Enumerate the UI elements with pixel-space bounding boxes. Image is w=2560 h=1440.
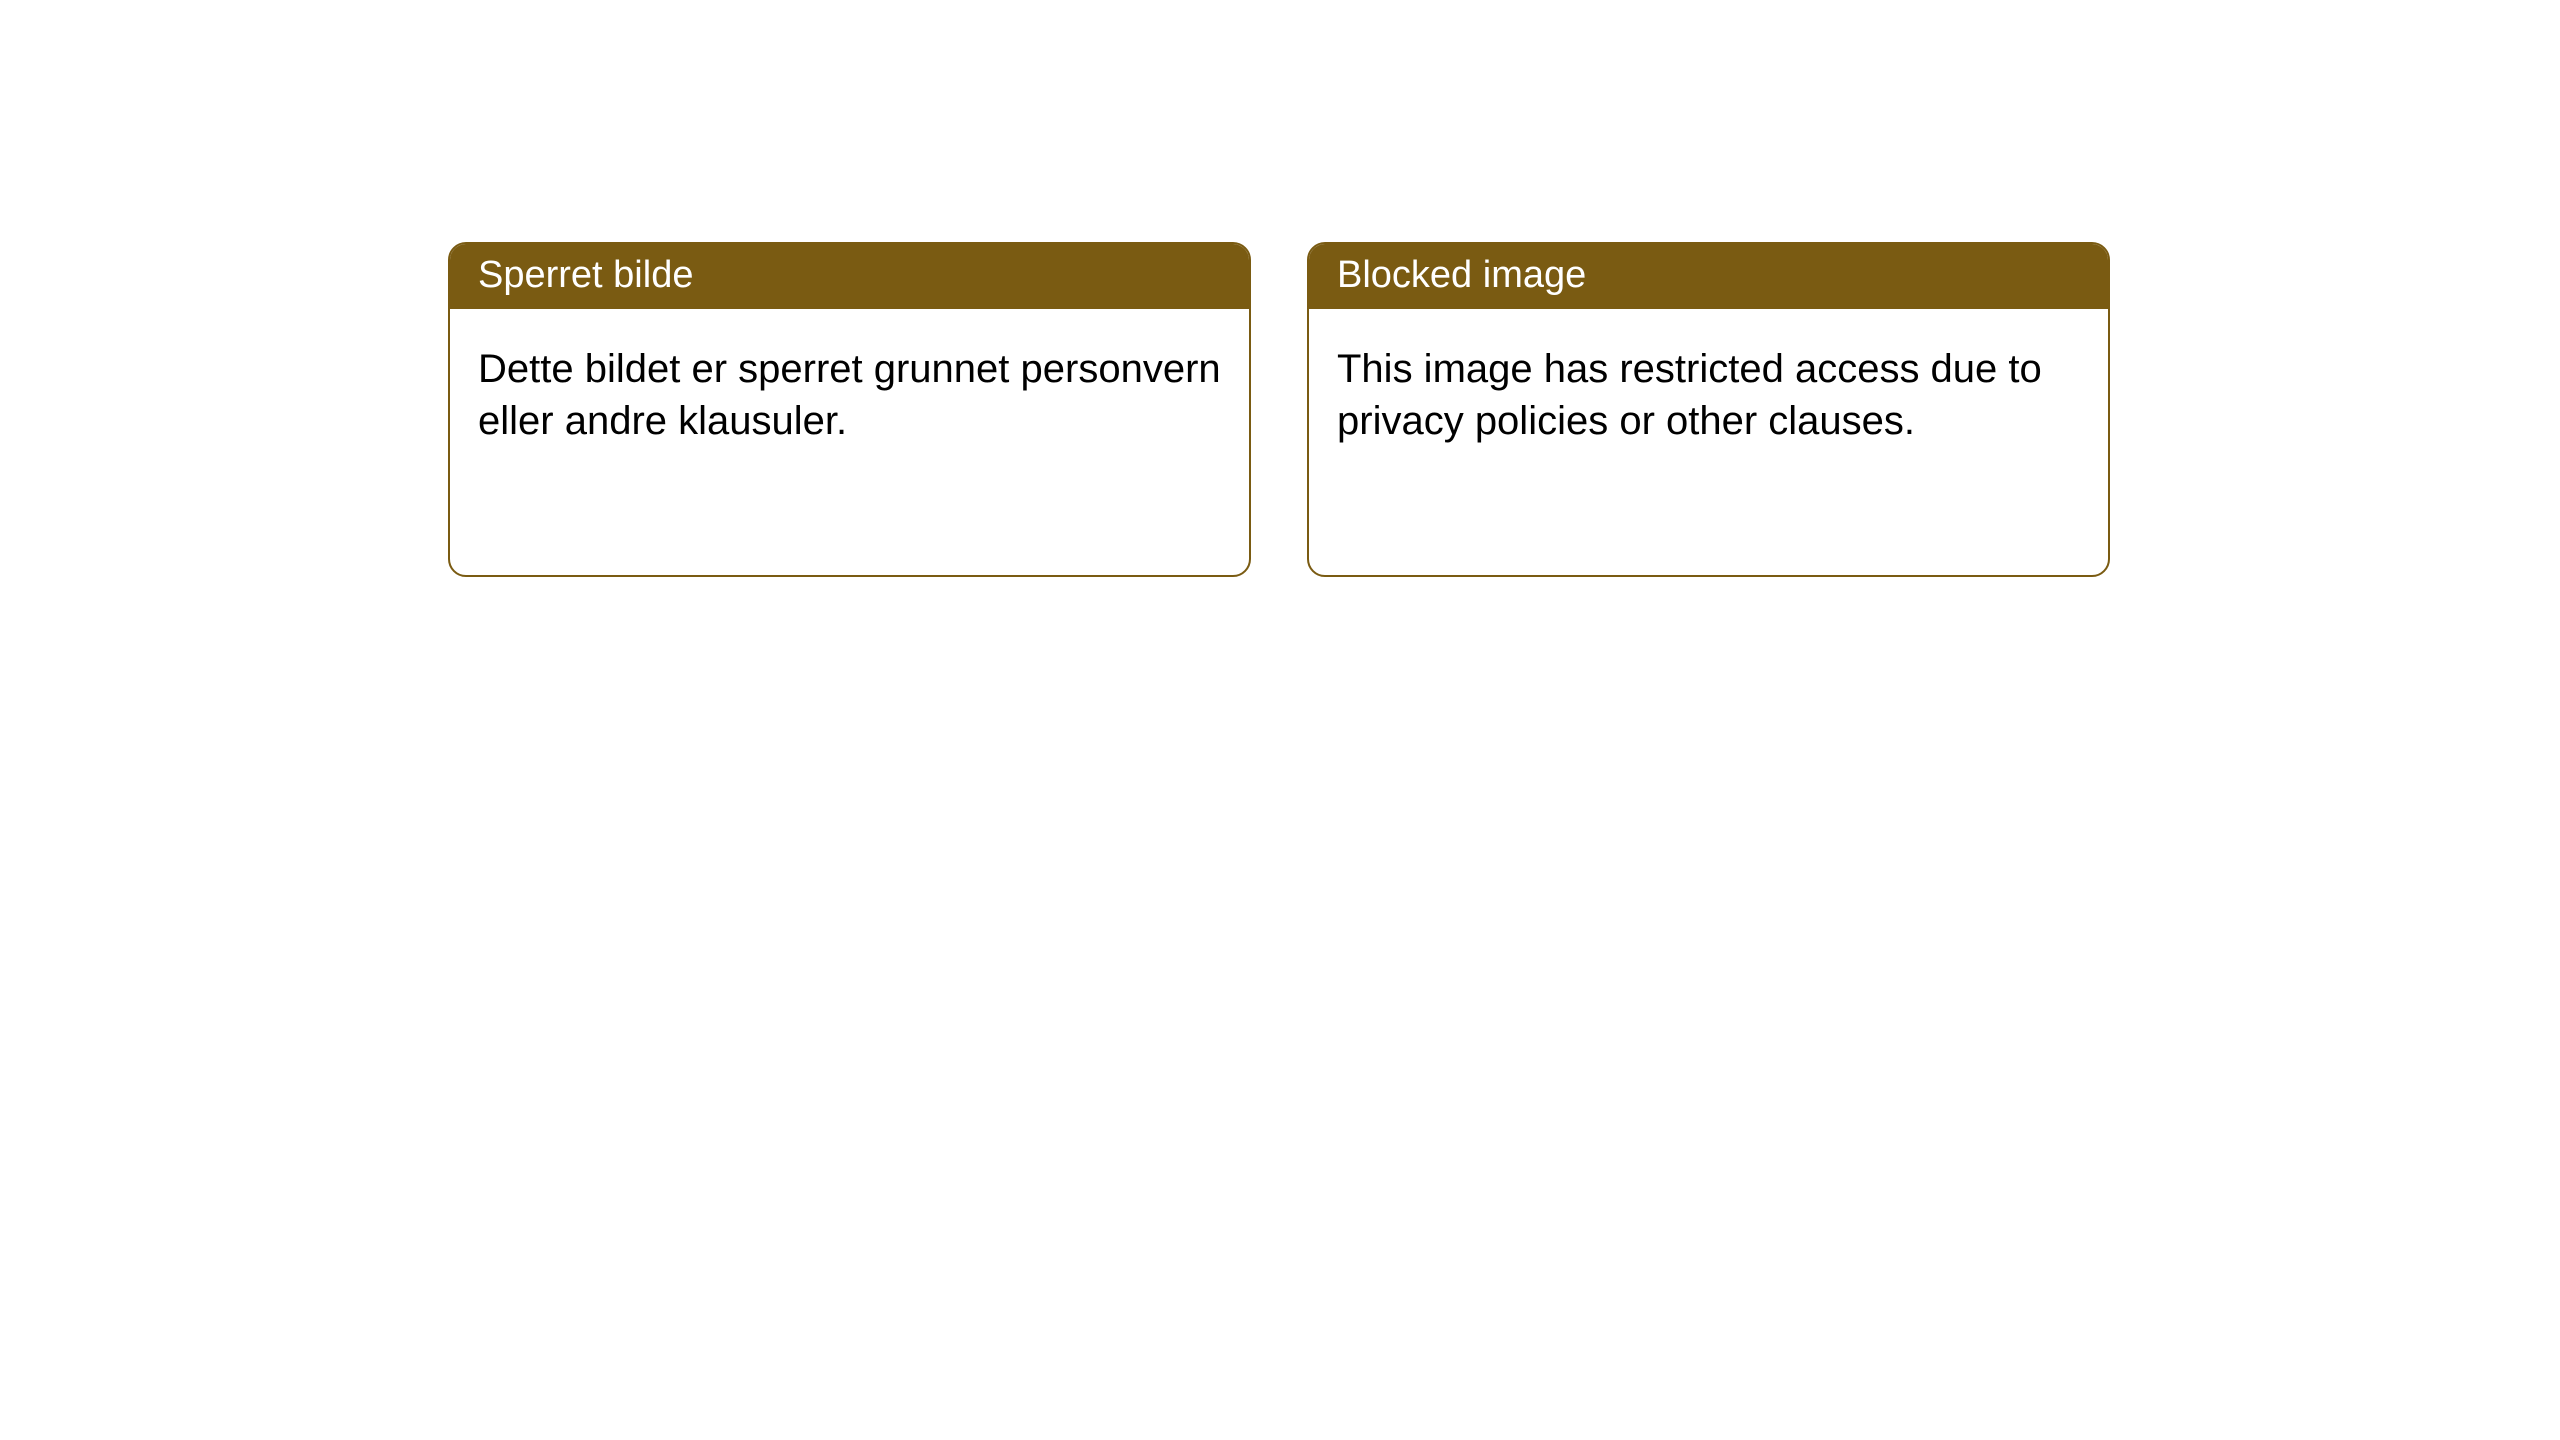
card-header-norwegian: Sperret bilde [450, 244, 1249, 309]
card-title-english: Blocked image [1337, 254, 1586, 296]
card-header-english: Blocked image [1309, 244, 2108, 309]
blocked-image-card-norwegian: Sperret bilde Dette bildet er sperret gr… [448, 242, 1251, 577]
card-message-norwegian: Dette bildet er sperret grunnet personve… [478, 347, 1221, 443]
card-body-norwegian: Dette bildet er sperret grunnet personve… [450, 309, 1249, 481]
blocked-image-card-english: Blocked image This image has restricted … [1307, 242, 2110, 577]
card-message-english: This image has restricted access due to … [1337, 347, 2042, 443]
card-body-english: This image has restricted access due to … [1309, 309, 2108, 481]
card-title-norwegian: Sperret bilde [478, 254, 693, 296]
notice-container: Sperret bilde Dette bildet er sperret gr… [0, 0, 2560, 577]
